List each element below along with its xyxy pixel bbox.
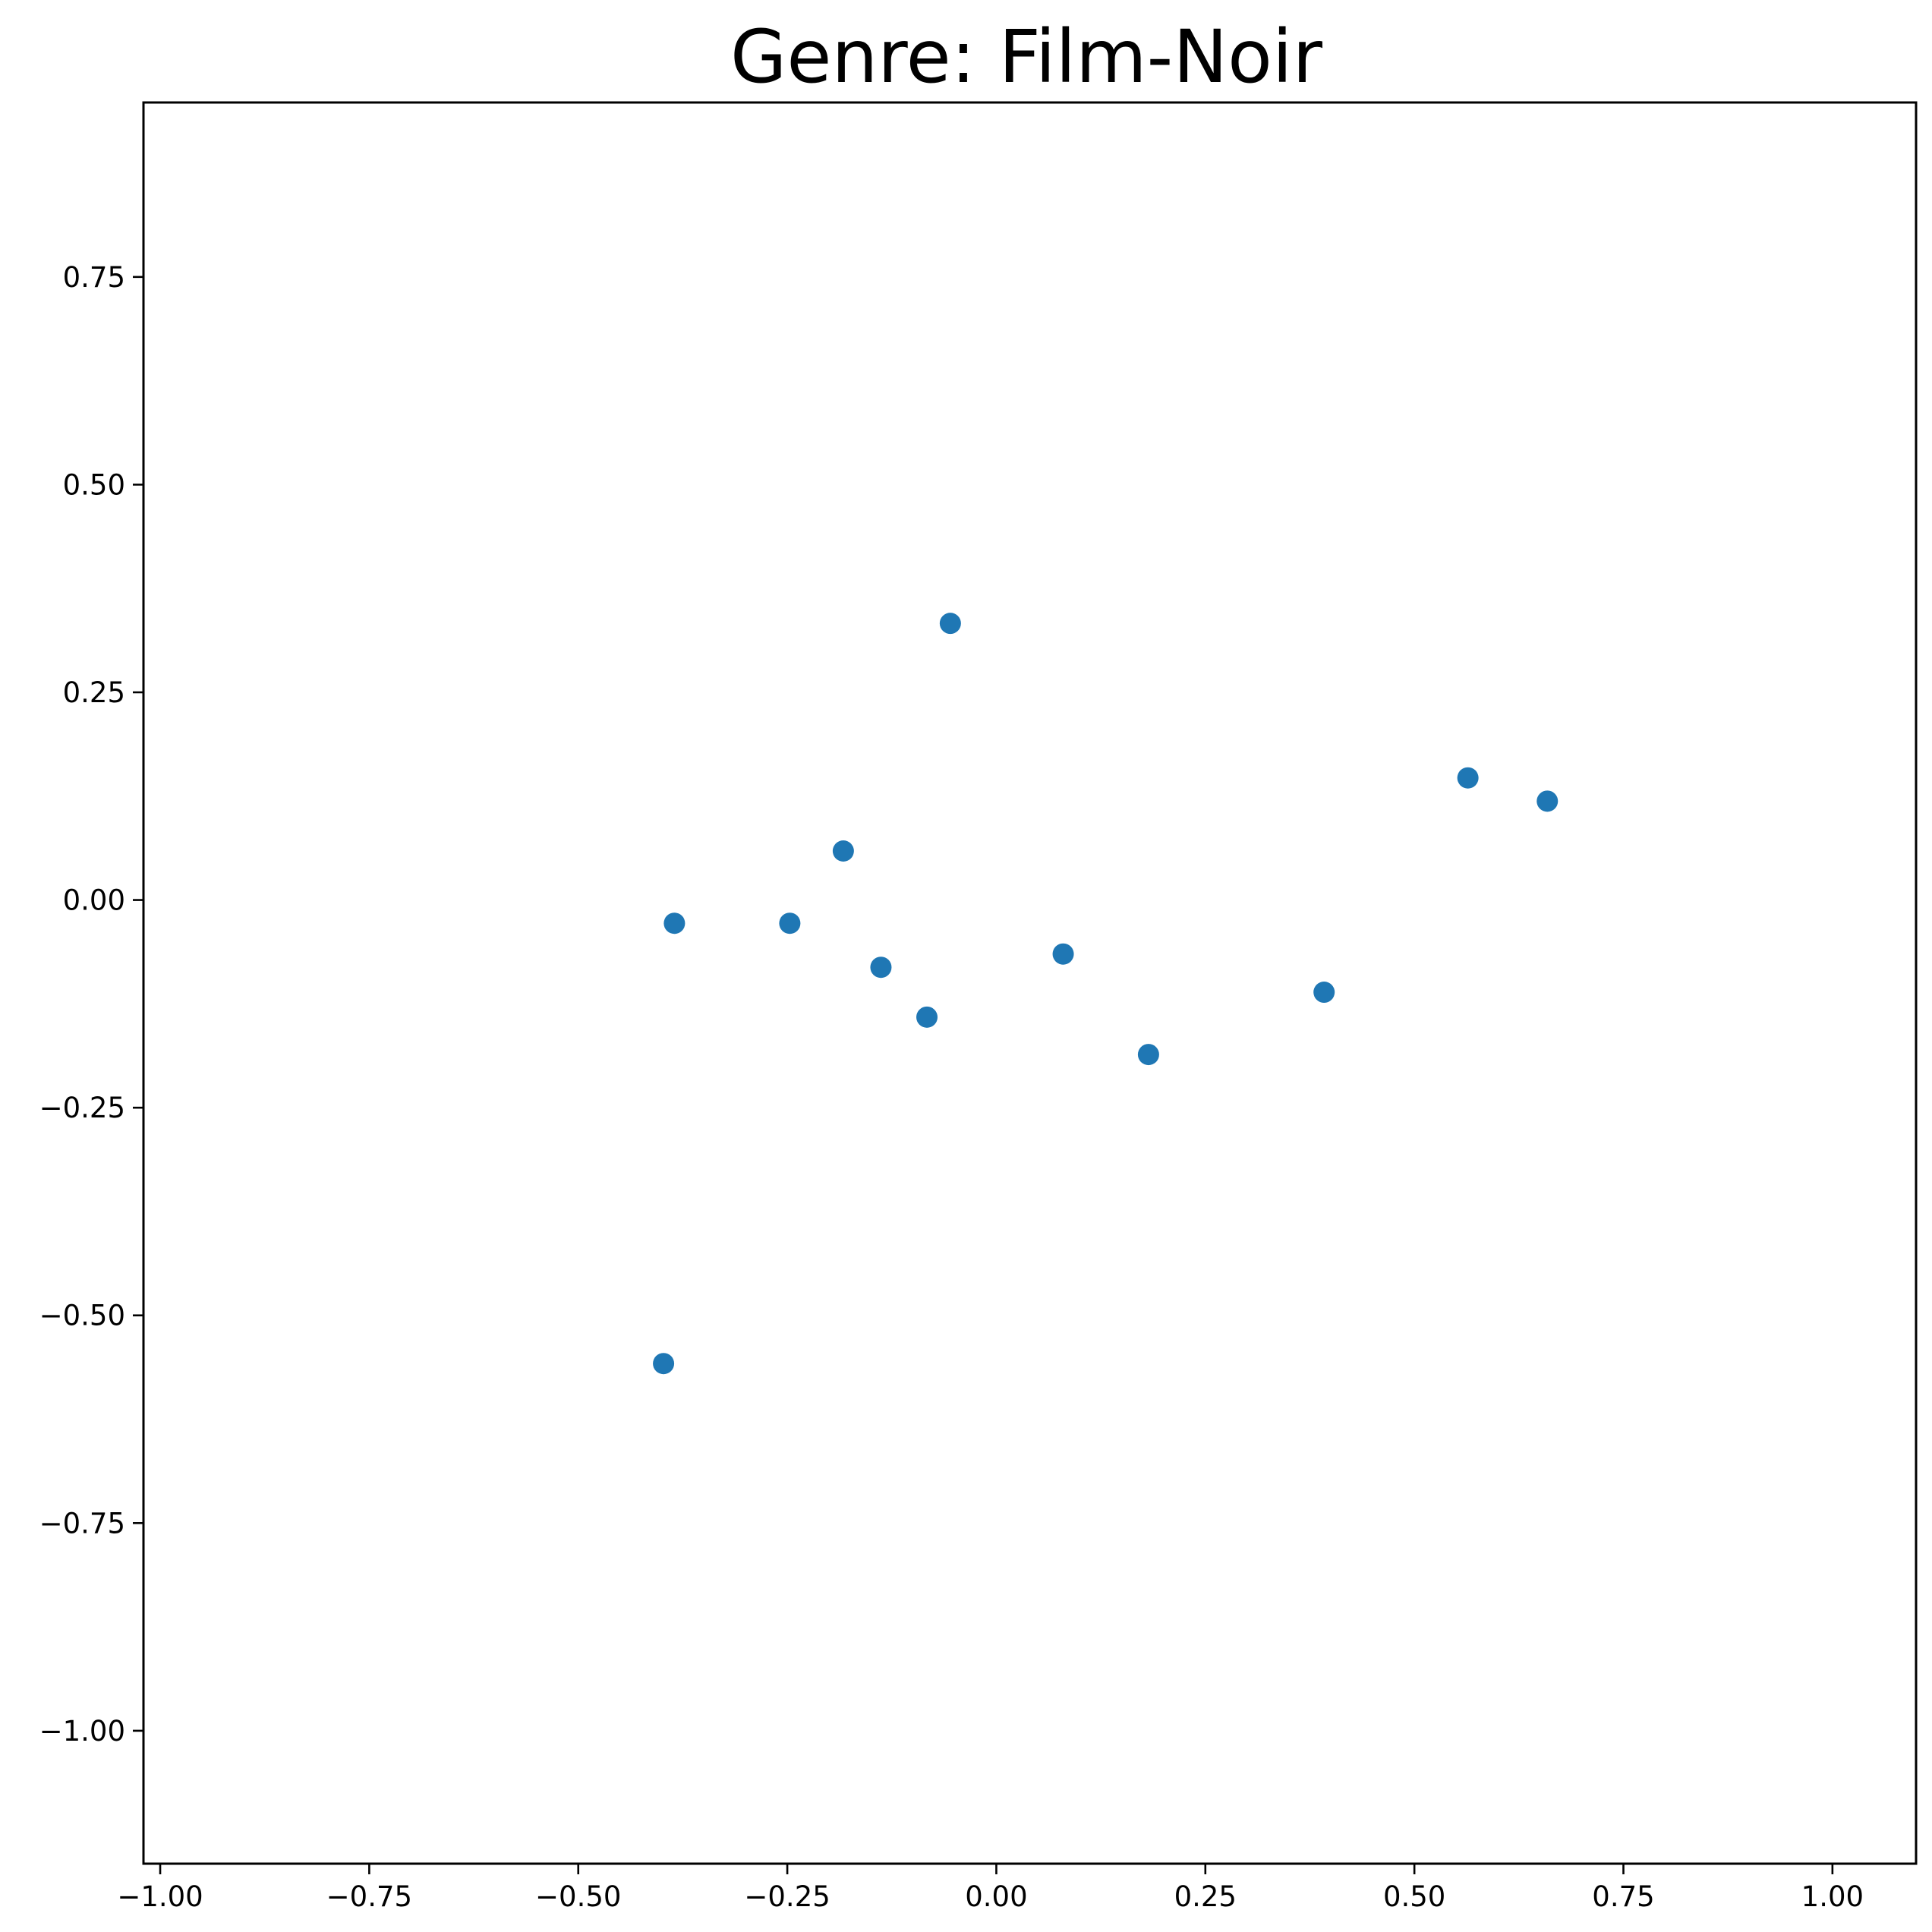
x-tick-label: 0.50 xyxy=(1383,1880,1445,1913)
scatter-point xyxy=(939,613,961,635)
y-tick-label: 0.25 xyxy=(63,676,125,709)
y-tick-label: −1.00 xyxy=(39,1715,125,1748)
scatter-point xyxy=(653,1353,675,1375)
y-tick-label: 0.50 xyxy=(63,468,125,501)
data-points xyxy=(653,613,1559,1375)
y-axis: 0.75 0.50 0.25 0.00 −0.25 −0.50 −0.75 −1.00 xyxy=(39,261,143,1748)
x-tick-label: −1.00 xyxy=(117,1880,203,1913)
y-tick-label: −0.25 xyxy=(39,1092,125,1124)
x-tick-label: 0.25 xyxy=(1174,1880,1237,1913)
scatter-point xyxy=(870,957,892,979)
scatter-point xyxy=(779,912,801,934)
y-tick-label: −0.50 xyxy=(39,1300,125,1332)
x-axis: −1.00 −0.75 −0.50 −0.25 0.00 0.25 0.50 0.75 1.00 xyxy=(117,1864,1864,1913)
x-tick-label: 1.00 xyxy=(1801,1880,1864,1913)
chart-title: Genre: Film-Noir xyxy=(730,14,1323,99)
x-tick-label: −0.25 xyxy=(744,1880,830,1913)
x-tick-label: 0.75 xyxy=(1592,1880,1654,1913)
x-tick-label: −0.50 xyxy=(535,1880,621,1913)
scatter-point xyxy=(663,912,685,934)
scatter-point xyxy=(1536,790,1559,812)
scatter-point xyxy=(916,1006,938,1028)
y-tick-label: −0.75 xyxy=(39,1507,125,1540)
y-tick-label: 0.00 xyxy=(63,884,125,917)
plot-area-frame xyxy=(142,101,1918,1865)
scatter-point xyxy=(1137,1044,1159,1066)
x-tick-label: 0.00 xyxy=(965,1880,1027,1913)
y-tick-label: 0.75 xyxy=(63,261,125,294)
x-tick-label: −0.75 xyxy=(326,1880,412,1913)
scatter-point xyxy=(1457,767,1479,789)
scatter-point xyxy=(1052,943,1074,965)
scatter-point xyxy=(832,840,854,862)
scatter-point xyxy=(1313,982,1335,1004)
